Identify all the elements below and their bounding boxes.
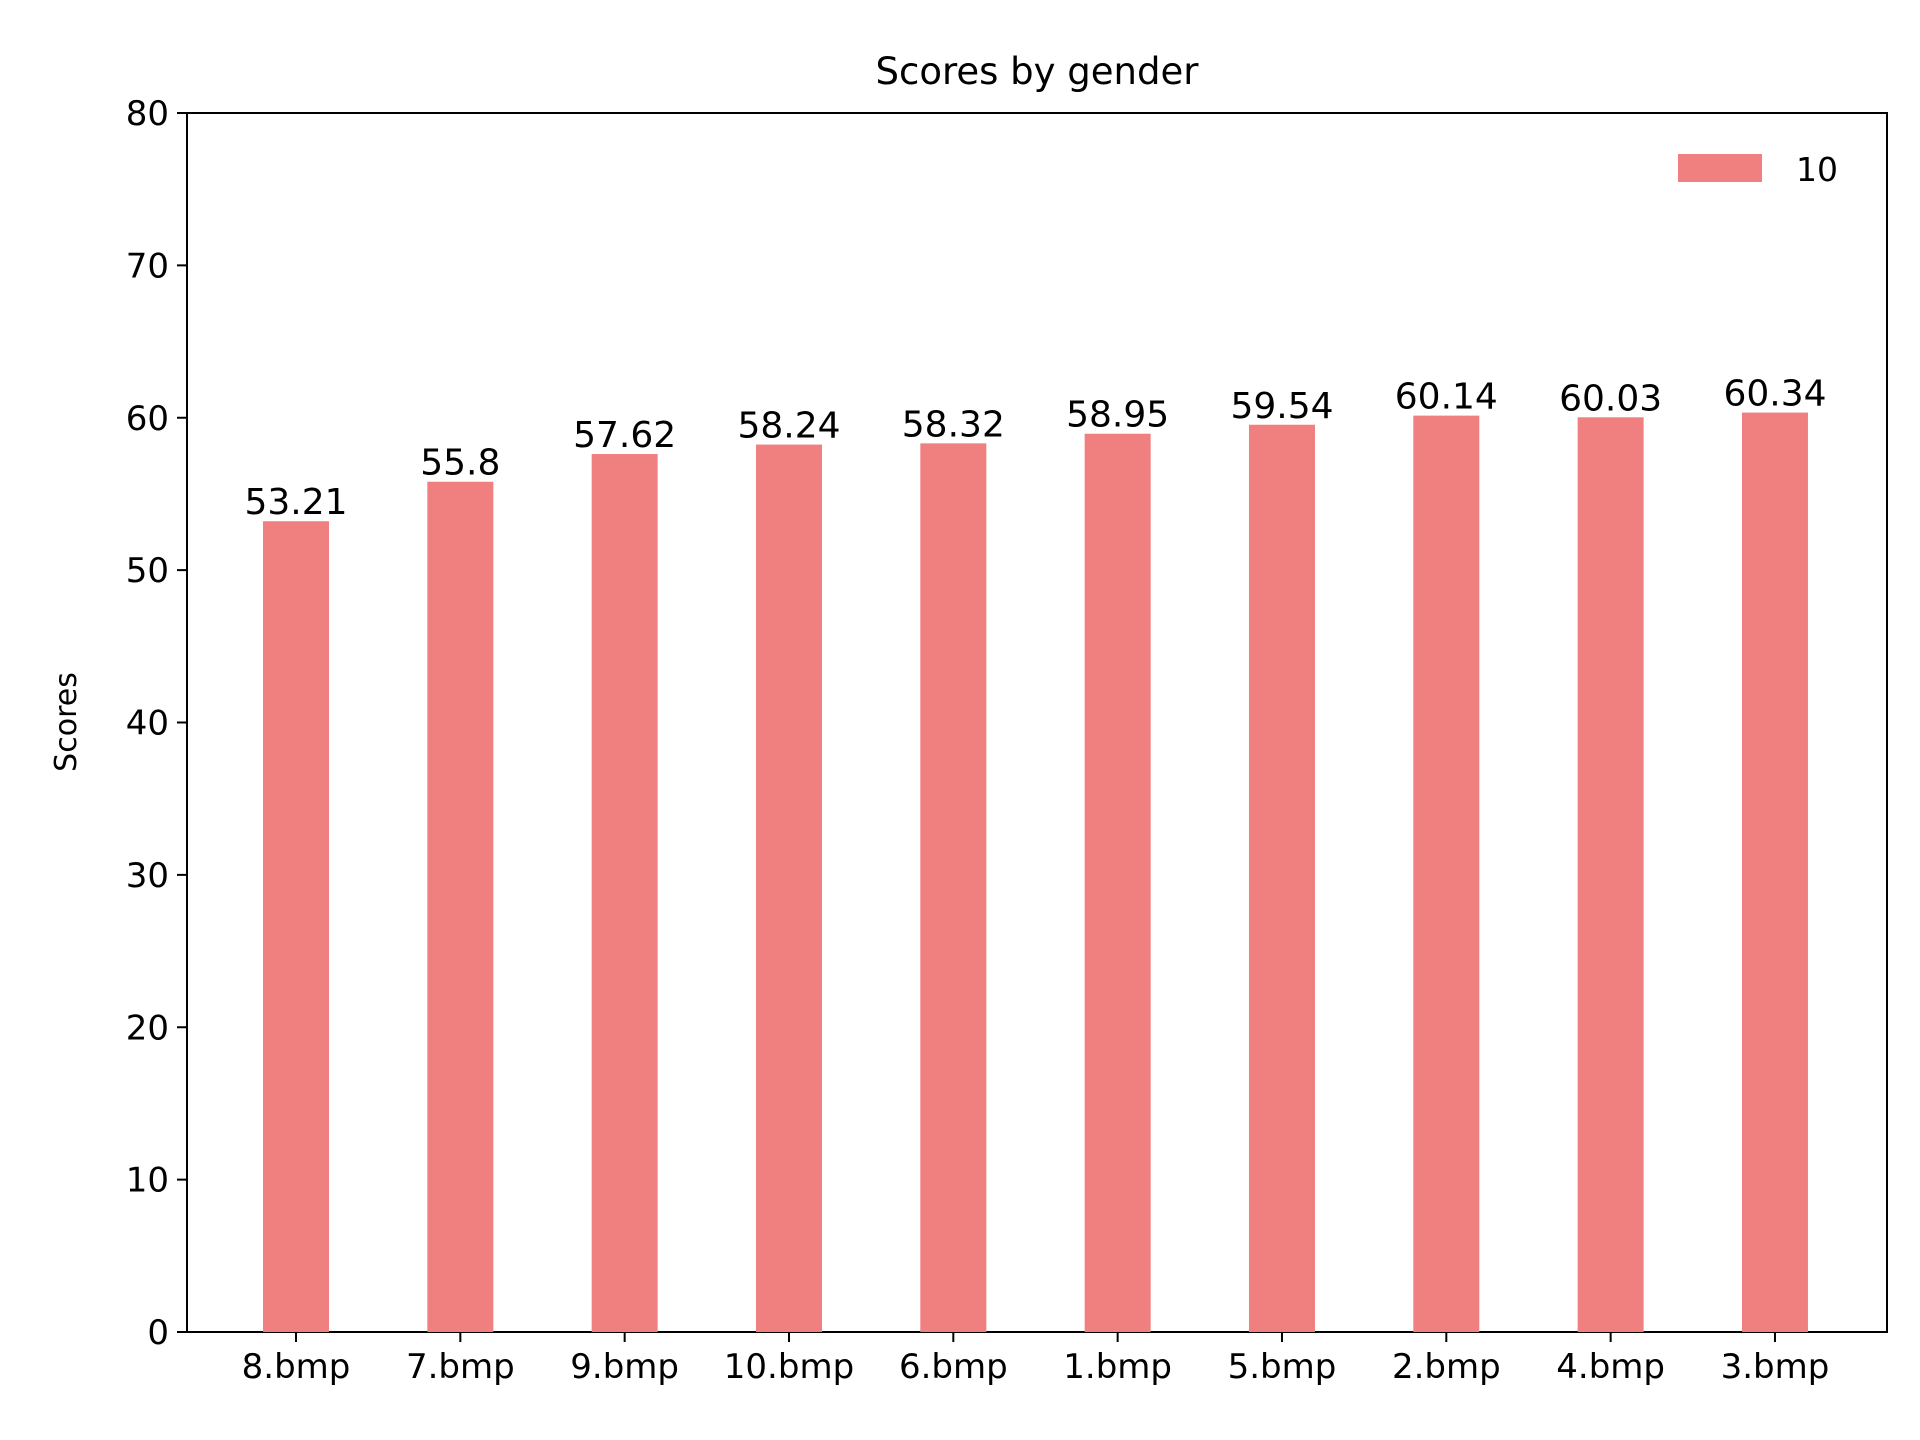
x-tick-label-8.bmp: 8.bmp [242,1347,351,1387]
x-tick-label-10.bmp: 10.bmp [724,1347,854,1387]
x-tick-label-9.bmp: 9.bmp [570,1347,679,1387]
x-tick-label-2.bmp: 2.bmp [1392,1347,1501,1387]
y-tick-label-80: 80 [126,94,169,134]
data-label-1.bmp: 58.95 [1066,395,1169,436]
data-label-7.bmp: 55.8 [420,443,500,484]
bar-4.bmp [1577,417,1644,1333]
data-label-6.bmp: 58.32 [902,404,1005,445]
y-axis-label: Scores [49,672,84,772]
x-tick-label-7.bmp: 7.bmp [406,1347,515,1387]
legend-swatch [1678,154,1762,182]
bar-6.bmp [920,443,987,1332]
data-labels-group: 53.21 55.8 57.62 58.24 58.32 58.95 59.54 60.14 6… [244,374,1826,524]
data-label-4.bmp: 60.03 [1559,378,1662,419]
bars-group [263,412,1808,1333]
chart-title: Scores by gender [876,50,1200,93]
bar-1.bmp [1084,433,1151,1332]
bar-10.bmp [755,444,822,1332]
y-tick-label-10: 10 [126,1161,169,1201]
y-tick-label-50: 50 [126,551,169,591]
x-tick-label-4.bmp: 4.bmp [1556,1347,1665,1387]
bar-7.bmp [427,481,494,1332]
x-axis-ticks: 8.bmp 7.bmp 9.bmp 10.bmp 6.bmp 1.bmp 5.bmp 2.bm… [242,1332,1830,1387]
bar-2.bmp [1413,415,1480,1332]
data-label-9.bmp: 57.62 [573,415,676,456]
legend-label: 10 [1796,150,1838,189]
y-tick-label-20: 20 [126,1008,169,1048]
y-tick-label-70: 70 [126,246,169,286]
data-label-10.bmp: 58.24 [737,406,840,447]
data-label-3.bmp: 60.34 [1723,374,1826,415]
bar-9.bmp [591,454,658,1332]
bar-5.bmp [1248,424,1315,1332]
x-tick-label-1.bmp: 1.bmp [1063,1347,1172,1387]
data-label-5.bmp: 59.54 [1230,386,1333,427]
legend: 10 [1678,150,1838,189]
y-tick-label-0: 0 [147,1313,169,1353]
y-axis-ticks: 0 10 20 30 40 50 60 70 80 [126,94,187,1353]
data-label-8.bmp: 53.21 [244,482,347,523]
y-tick-label-40: 40 [126,704,169,744]
data-label-2.bmp: 60.14 [1395,377,1498,418]
x-tick-label-5.bmp: 5.bmp [1228,1347,1337,1387]
y-tick-label-60: 60 [126,399,169,439]
x-tick-label-6.bmp: 6.bmp [899,1347,1008,1387]
bar-3.bmp [1741,412,1808,1333]
bar-8.bmp [263,521,329,1332]
y-tick-label-30: 30 [126,856,169,896]
x-tick-label-3.bmp: 3.bmp [1721,1347,1830,1387]
